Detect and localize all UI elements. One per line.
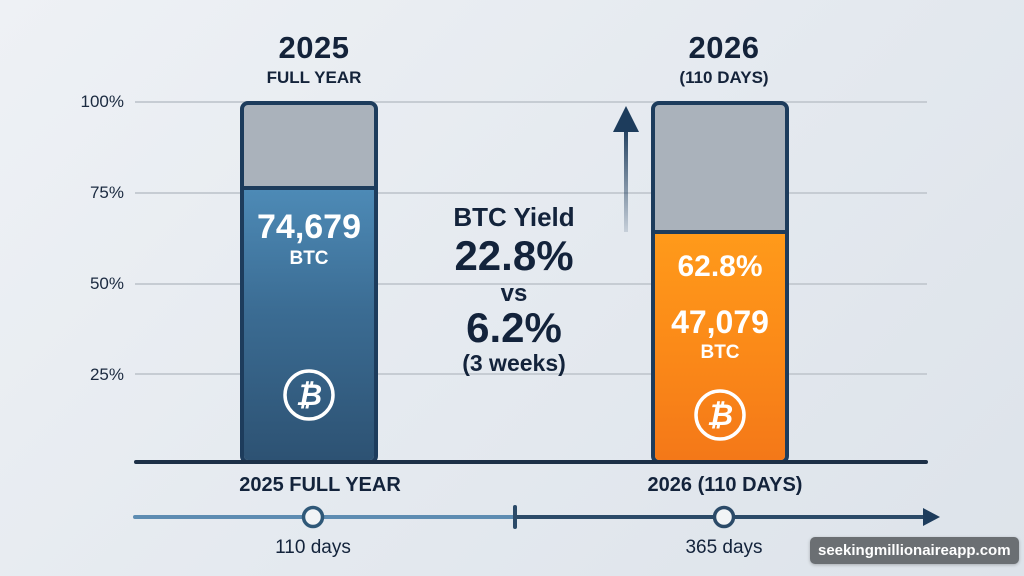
ytick-100: 100% xyxy=(80,92,124,111)
right-year-title: 2026 xyxy=(688,30,760,65)
bar-2026-fill: 62.8% 47,079 BTC ₿ xyxy=(655,230,785,460)
xlabel-2026: 2026 (110 DAYS) xyxy=(647,474,803,496)
vs-label: vs xyxy=(500,280,528,307)
ytick-50: 50% xyxy=(89,274,124,293)
xlabel-2025: 2025 FULL YEAR xyxy=(239,474,401,496)
yield-label: BTC Yield xyxy=(453,202,575,232)
ytick-25: 25% xyxy=(89,365,124,384)
right-year-subtitle: (110 DAYS) xyxy=(679,68,769,87)
timeline xyxy=(133,505,940,529)
gridline-50 xyxy=(135,283,927,285)
left-year-subtitle: FULL YEAR xyxy=(266,68,362,87)
yield-value-2025: 6.2% xyxy=(466,304,562,351)
timeline-marker-365-days: 365 days xyxy=(685,537,763,558)
x-axis-line xyxy=(134,460,928,464)
ytick-75: 75% xyxy=(89,183,124,202)
watermark: seekingmillionaireapp.com xyxy=(810,537,1019,564)
gridline-75 xyxy=(135,192,927,194)
bar-2025: 74,679 BTC ₿ xyxy=(240,101,378,464)
bar-2026-amount: 47,079 xyxy=(671,304,769,340)
bar-2025-fill: 74,679 BTC ₿ xyxy=(244,186,374,460)
left-year-title: 2025 xyxy=(278,30,350,65)
yield-value-2026: 22.8% xyxy=(454,232,574,279)
up-arrow-icon xyxy=(613,106,639,232)
svg-text:₿: ₿ xyxy=(296,378,322,413)
svg-text:₿: ₿ xyxy=(707,398,733,433)
timeline-marker-110-days: 110 days xyxy=(275,537,351,558)
bar-2025-amount: 74,679 xyxy=(257,208,361,246)
bar-2026-percent: 62.8% xyxy=(677,250,763,283)
gridline-25 xyxy=(135,373,927,375)
bitcoin-icon: ₿ xyxy=(694,389,746,441)
bar-2025-unit: BTC xyxy=(289,248,329,269)
bar-2026-unit: BTC xyxy=(700,342,740,363)
weeks-label: (3 weeks) xyxy=(462,350,566,376)
gridline-100 xyxy=(135,101,927,103)
bar-2026: 62.8% 47,079 BTC ₿ xyxy=(651,101,789,464)
bitcoin-icon: ₿ xyxy=(283,369,335,421)
